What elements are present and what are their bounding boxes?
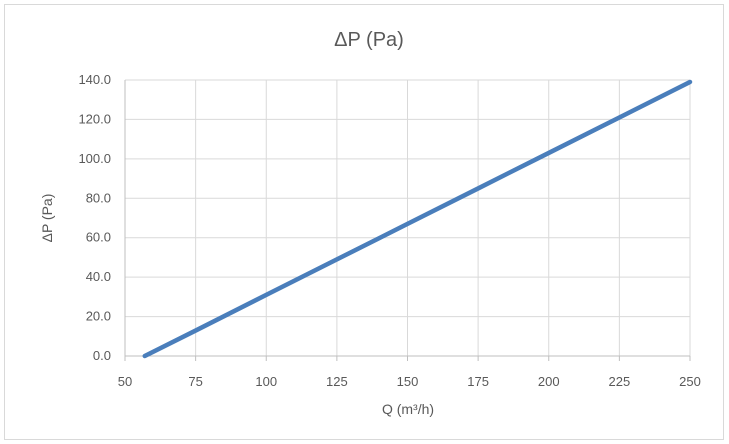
x-tick-label: 125 [326, 374, 348, 389]
x-tick-label: 150 [397, 374, 419, 389]
y-tick-label: 80.0 [86, 190, 111, 205]
series-layer [142, 79, 693, 359]
gridlines [124, 79, 691, 356]
x-tick-label: 50 [118, 374, 132, 389]
x-tick-label: 225 [609, 374, 631, 389]
x-axis-title: Q (m³/h) [382, 401, 434, 417]
chart-frame [4, 4, 724, 440]
axes [124, 80, 691, 361]
x-tick-label: 250 [679, 374, 701, 389]
x-tick-labels: 50 75 100 125 150 175 200 225 250 [118, 374, 701, 389]
y-tick-label: 120.0 [78, 111, 111, 126]
x-tick-label: 100 [255, 374, 277, 389]
y-tick-labels: 0.0 20.0 40.0 60.0 80.0 100.0 120.0 140.0 [78, 72, 111, 363]
y-axis-title: ΔP (Pa) [39, 194, 55, 243]
y-tick-label: 0.0 [93, 348, 111, 363]
x-tick-label: 175 [467, 374, 489, 389]
x-tick-label: 75 [188, 374, 202, 389]
x-tick-label: 200 [538, 374, 560, 389]
y-tick-label: 60.0 [86, 230, 111, 245]
y-tick-label: 140.0 [78, 72, 111, 87]
chart-title: ΔP (Pa) [334, 29, 404, 51]
y-tick-label: 40.0 [86, 269, 111, 284]
y-tick-label: 20.0 [86, 309, 111, 324]
series-line [142, 79, 693, 359]
y-tick-label: 100.0 [78, 151, 111, 166]
